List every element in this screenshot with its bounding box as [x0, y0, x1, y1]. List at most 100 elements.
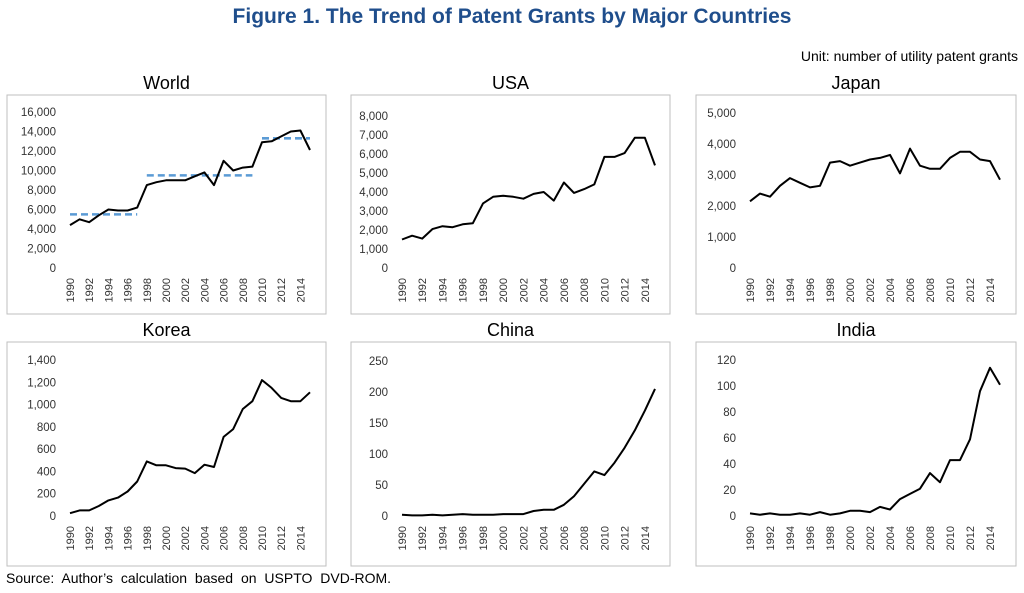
x-tick-label: 2004	[199, 278, 211, 302]
y-tick-label: 20	[723, 485, 736, 497]
y-tick-label: 2,000	[359, 225, 388, 237]
x-tick-label: 1990	[745, 526, 757, 550]
x-tick-label: 2008	[238, 526, 250, 550]
x-tick-label: 1998	[825, 278, 837, 302]
y-tick-label: 12,000	[21, 146, 56, 158]
x-tick-label: 1998	[478, 526, 490, 550]
x-tick-label: 1994	[103, 526, 115, 550]
x-tick-label: 1990	[65, 526, 77, 550]
y-tick-label: 1,400	[27, 355, 56, 367]
y-tick-label: 0	[382, 263, 388, 275]
x-tick-label: 2010	[599, 526, 611, 550]
y-tick-label: 80	[723, 407, 736, 419]
y-tick-label: 8,000	[359, 111, 388, 123]
series-line	[401, 388, 656, 517]
x-tick-label: 2004	[199, 526, 211, 550]
chart-frame	[350, 94, 671, 315]
y-tick-label: 2,000	[27, 244, 56, 256]
x-tick-label: 2012	[276, 278, 288, 302]
x-tick-label: 2008	[925, 526, 937, 550]
chart-japan: Japan 0 1,000 2,000 3,000 4,000 5,000 1990 1992 1…	[695, 73, 1017, 315]
x-tick-label: 2004	[885, 526, 897, 550]
chart-india: India 0 20 40 60 80 100 120 1990 1992 1994 1996 1998…	[695, 320, 1017, 567]
x-tick-label: 2006	[905, 526, 917, 550]
y-tick-label: 4,000	[27, 224, 56, 236]
x-tick-label: 2010	[257, 278, 269, 302]
x-tick-label: 2010	[945, 278, 957, 302]
x-tick-label: 1996	[123, 278, 135, 302]
x-tick-label: 2002	[518, 278, 530, 302]
chart-korea: Korea 0 200 400 600 800 1,000 1,200 1,400 1990 199…	[6, 320, 327, 567]
y-tick-label: 8,000	[27, 185, 56, 197]
x-tick-label: 1996	[458, 278, 470, 302]
y-tick-label: 1,000	[27, 400, 56, 412]
x-tick-label: 1992	[765, 526, 777, 550]
y-tick-label: 40	[723, 459, 736, 471]
y-tick-label: 10,000	[21, 166, 56, 178]
y-tick-label: 6,000	[27, 205, 56, 217]
chart-frame	[6, 341, 327, 567]
chart-frame	[6, 94, 327, 315]
y-tick-label: 200	[369, 387, 388, 399]
y-tick-label: 120	[717, 355, 736, 367]
y-tick-label: 0	[50, 263, 56, 275]
y-tick-label: 800	[37, 422, 56, 434]
y-tick-label: 6,000	[359, 149, 388, 161]
x-tick-label: 1996	[805, 278, 817, 302]
y-tick-label: 4,000	[359, 187, 388, 199]
x-tick-label: 2002	[518, 526, 530, 550]
unit-note: Unit: number of utility patent grants	[800, 48, 1018, 64]
x-tick-label: 2014	[295, 278, 307, 302]
x-tick-label: 1992	[417, 278, 429, 302]
x-tick-label: 1992	[84, 278, 96, 302]
y-tick-label: 250	[369, 356, 388, 368]
series-line	[749, 147, 1001, 203]
chart-title: China	[487, 320, 535, 340]
x-tick-label: 1990	[397, 278, 409, 302]
x-tick-label: 2012	[276, 526, 288, 550]
chart-frame	[350, 341, 671, 567]
chart-title: USA	[492, 73, 529, 93]
x-tick-label: 2004	[539, 278, 551, 302]
series-line	[401, 136, 656, 241]
x-tick-label: 2000	[161, 278, 173, 302]
x-tick-label: 1994	[437, 526, 449, 550]
x-tick-label: 2002	[865, 278, 877, 302]
y-tick-label: 3,000	[359, 206, 388, 218]
x-tick-label: 2000	[498, 526, 510, 550]
x-tick-label: 2008	[579, 278, 591, 302]
series-line	[749, 366, 1001, 516]
x-tick-label: 2014	[295, 526, 307, 550]
y-tick-label: 4,000	[707, 139, 736, 151]
series-line	[69, 129, 311, 226]
y-tick-label: 100	[369, 449, 388, 461]
y-tick-label: 60	[723, 433, 736, 445]
x-tick-label: 1992	[417, 526, 429, 550]
x-tick-label: 2006	[905, 278, 917, 302]
y-tick-label: 2,000	[707, 201, 736, 213]
x-tick-label: 2010	[257, 526, 269, 550]
x-tick-label: 1992	[765, 278, 777, 302]
y-tick-label: 0	[50, 511, 56, 523]
x-tick-label: 2000	[161, 526, 173, 550]
chart-china: China 0 50 100 150 200 250 1990 1992 1994 1996 1998…	[350, 320, 671, 567]
x-tick-label: 1990	[745, 278, 757, 302]
chart-usa: USA 0 1,000 2,000 3,000 4,000 5,000 6,000 7,000 8…	[350, 73, 671, 315]
x-tick-label: 2000	[498, 278, 510, 302]
y-tick-label: 0	[382, 511, 388, 523]
chart-title: Korea	[142, 320, 191, 340]
x-tick-label: 2014	[985, 526, 997, 550]
y-tick-label: 5,000	[359, 168, 388, 180]
x-tick-label: 1996	[805, 526, 817, 550]
chart-frame	[695, 341, 1017, 567]
y-tick-label: 1,000	[707, 232, 736, 244]
y-tick-label: 600	[37, 444, 56, 456]
y-tick-label: 100	[717, 381, 736, 393]
y-tick-label: 7,000	[359, 130, 388, 142]
y-tick-label: 1,000	[359, 244, 388, 256]
x-tick-label: 1994	[785, 526, 797, 550]
source-note: Source: Author’s calculation based on US…	[6, 570, 392, 586]
y-tick-label: 3,000	[707, 170, 736, 182]
x-tick-label: 1992	[84, 526, 96, 550]
